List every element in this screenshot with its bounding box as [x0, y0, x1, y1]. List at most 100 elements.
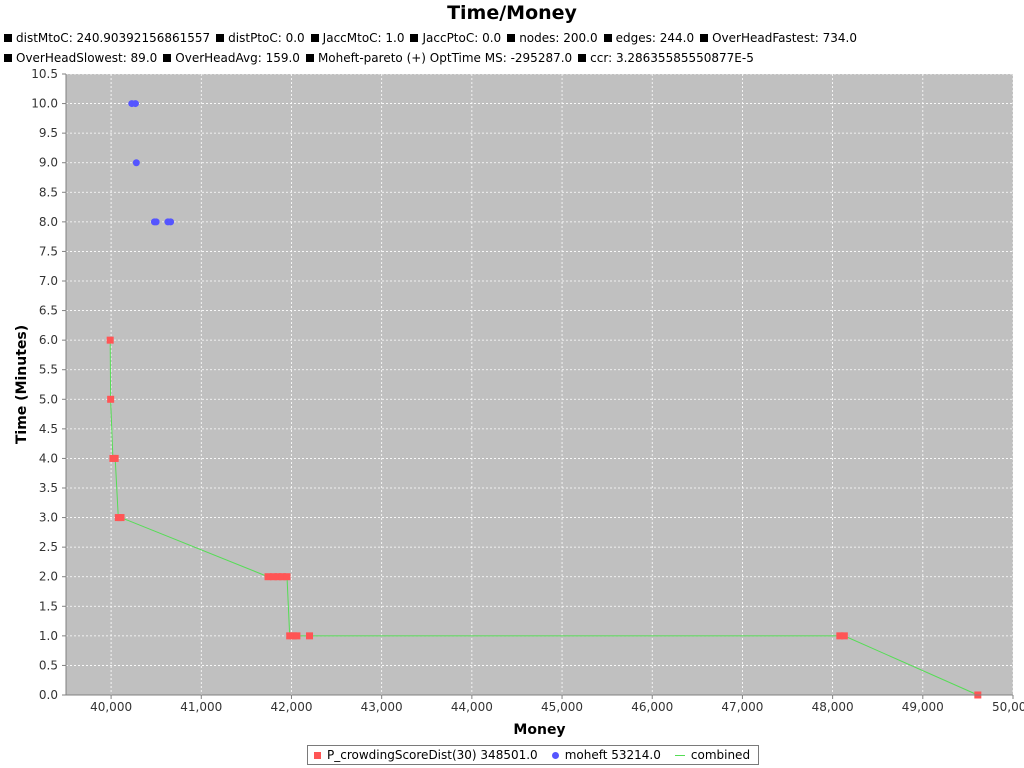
- chart-legend: P_crowdingScoreDist(30) 348501.0 moheft …: [307, 745, 760, 765]
- moheft-point: [131, 100, 139, 108]
- y-tick-label: 10.0: [31, 97, 58, 111]
- subtitle-text: nodes: 200.0: [519, 31, 598, 45]
- crowding-score-point: [111, 454, 119, 462]
- y-tick-label: 0.5: [39, 658, 58, 672]
- subtitle-bullet-icon: [507, 34, 516, 42]
- subtitle-item: JaccMtoC: 1.0: [310, 28, 405, 48]
- y-tick-label: 7.5: [39, 244, 58, 258]
- y-tick-label: 2.5: [39, 540, 58, 554]
- subtitle-bullet-icon: [603, 34, 612, 42]
- subtitle-bullet-icon: [216, 34, 225, 42]
- y-axis-label: Time (Minutes): [14, 325, 30, 444]
- subtitle-text: ccr: 3.28635585550877E-5: [590, 51, 754, 65]
- subtitle-text: Moheft-pareto (+) OptTime MS: -295287.0: [317, 51, 573, 65]
- crowding-score-point: [840, 632, 848, 640]
- crowding-score-point: [264, 573, 272, 581]
- line-marker-icon: [674, 754, 685, 756]
- legend-item-series2: moheft 53214.0: [551, 748, 661, 762]
- y-tick-label: 5.5: [39, 363, 58, 377]
- x-tick-label: 50,000: [992, 700, 1024, 714]
- crowding-score-point: [306, 632, 314, 640]
- moheft-point: [167, 218, 175, 226]
- crowding-score-point: [269, 573, 277, 581]
- crowding-score-point: [117, 514, 125, 522]
- subtitle-item: distMtoC: 240.90392156861557: [4, 28, 210, 48]
- subtitle-item: OverHeadAvg: 159.0: [163, 48, 300, 68]
- y-tick-label: 5.0: [39, 392, 58, 406]
- legend-label: moheft 53214.0: [564, 748, 661, 762]
- square-marker-icon: [314, 751, 321, 759]
- x-tick-label: 42,000: [270, 700, 312, 714]
- y-tick-label: 0.0: [39, 688, 58, 702]
- legend-item-series1: P_crowdingScoreDist(30) 348501.0: [314, 748, 538, 762]
- grid-lines: [66, 73, 1014, 696]
- y-tick-label: 2.0: [39, 570, 58, 584]
- y-tick-label: 9.0: [39, 156, 58, 170]
- moheft-point: [152, 218, 160, 226]
- subtitle-bullet-icon: [4, 34, 12, 42]
- y-tick-label: 3.0: [39, 511, 58, 525]
- x-tick-label: 47,000: [721, 700, 763, 714]
- legend-label: P_crowdingScoreDist(30) 348501.0: [327, 748, 538, 762]
- y-tick-label: 3.5: [39, 481, 58, 495]
- crowding-score-point: [107, 395, 115, 403]
- subtitle-text: OverHeadAvg: 159.0: [175, 51, 300, 65]
- subtitle-item: Moheft-pareto (+) OptTime MS: -295287.0: [305, 48, 573, 68]
- subtitle-bullet-icon: [4, 54, 12, 62]
- chart-title: Time/Money: [447, 2, 577, 24]
- subtitle-item: OverHeadSlowest: 89.0: [4, 48, 157, 68]
- y-tick-label: 9.5: [39, 126, 58, 140]
- plot-area: [66, 74, 1013, 695]
- subtitle-text: OverHeadSlowest: 89.0: [16, 51, 158, 65]
- crowding-score-point: [283, 573, 291, 581]
- x-tick-label: 46,000: [631, 700, 673, 714]
- legend-label: combined: [690, 748, 751, 762]
- x-tick-label: 44,000: [451, 700, 493, 714]
- legend-item-series3: combined: [674, 748, 751, 762]
- subtitle-item: OverHeadFastest: 734.0: [700, 28, 857, 48]
- subtitle-bullet-icon: [163, 54, 172, 62]
- crowding-score-point: [278, 573, 286, 581]
- crowding-score-point: [286, 632, 294, 640]
- subtitle-text: JaccPtoC: 0.0: [422, 31, 502, 45]
- subtitle-bullet-icon: [700, 34, 709, 42]
- y-tick-label: 6.5: [39, 304, 58, 318]
- moheft-point: [132, 159, 140, 167]
- y-tick-label: 1.5: [39, 599, 58, 613]
- crowding-score-point: [274, 573, 282, 581]
- y-tick-label: 10.5: [31, 67, 58, 81]
- subtitle-item: JaccPtoC: 0.0: [410, 28, 501, 48]
- y-tick-label: 4.0: [39, 451, 58, 465]
- subtitle-text: distMtoC: 240.90392156861557: [16, 31, 211, 45]
- x-tick-label: 41,000: [180, 700, 222, 714]
- subtitle-item: distPtoC: 0.0: [216, 28, 305, 48]
- crowding-score-point: [106, 336, 114, 344]
- x-tick-label: 48,000: [812, 700, 854, 714]
- subtitle-bullet-icon: [410, 34, 419, 42]
- crowding-score-point: [836, 632, 844, 640]
- subtitle-item: ccr: 3.28635585550877E-5: [578, 48, 754, 68]
- subtitle-bullet-icon: [578, 54, 587, 62]
- y-tick-label: 8.5: [39, 185, 58, 199]
- subtitle-text: distPtoC: 0.0: [228, 31, 305, 45]
- subtitle-item: nodes: 200.0: [507, 28, 598, 48]
- y-tick-label: 6.0: [39, 333, 58, 347]
- subtitle-text: edges: 244.0: [615, 31, 695, 45]
- subtitle-text: JaccMtoC: 1.0: [322, 31, 405, 45]
- x-tick-label: 43,000: [361, 700, 403, 714]
- crowding-score-point: [289, 632, 297, 640]
- y-tick-label: 1.0: [39, 629, 58, 643]
- chart-subtitles: distMtoC: 240.90392156861557 distPtoC: 0.…: [4, 28, 1020, 68]
- circle-marker-icon: [551, 751, 559, 759]
- x-tick-label: 40,000: [90, 700, 132, 714]
- crowding-score-point: [293, 632, 301, 640]
- subtitle-bullet-icon: [310, 34, 319, 42]
- x-tick-label: 49,000: [902, 700, 944, 714]
- y-tick-label: 4.5: [39, 422, 58, 436]
- x-axis-label: Money: [513, 722, 565, 738]
- y-tick-label: 8.0: [39, 215, 58, 229]
- x-tick-label: 45,000: [541, 700, 583, 714]
- subtitle-bullet-icon: [305, 54, 314, 62]
- axes: 40,000 41,000 42,000 43,000 44,000 45,000 46,0…: [31, 67, 1024, 714]
